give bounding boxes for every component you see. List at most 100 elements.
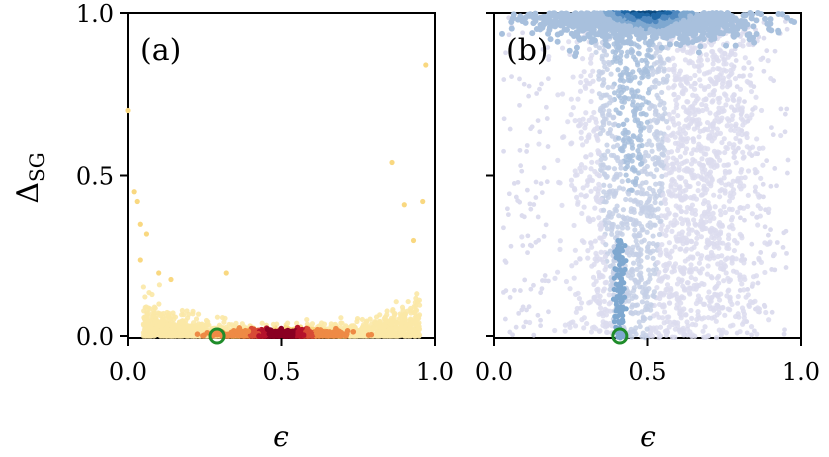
scatter-point [199,321,205,327]
scatter-point [734,209,741,215]
scatter-point [636,51,642,57]
scatter-point [661,309,668,315]
scatter-point [149,291,155,298]
scatter-point [194,331,201,337]
scatter-point [565,119,571,125]
scatter-point [350,328,357,335]
scatter-point [733,269,740,275]
scatter-point [710,125,716,131]
scatter-point [638,264,644,270]
scatter-point [708,274,714,280]
scatter-point [620,207,627,213]
scatter-point [701,334,707,340]
scatter-point [720,75,727,81]
scatter-point [158,311,164,317]
scatter-point [390,306,396,313]
scatter-point [651,173,657,180]
scatter-point [745,192,751,198]
y-tick-label: 0.0 [76,323,114,351]
scatter-point [716,178,722,184]
scatter-point [344,328,351,334]
scatter-point [620,121,626,128]
scatter-point [636,143,643,149]
scatter-point [332,330,339,337]
scatter-point [714,275,720,281]
scatter-point [602,254,609,260]
scatter-point [738,175,744,181]
scatter-point [715,303,721,310]
scatter-point [696,134,702,140]
scatter-point [752,184,759,190]
scatter-point [559,91,566,97]
scatter-point [151,328,158,334]
scatter-point [561,134,567,140]
scatter-point [664,165,670,171]
scatter-point [742,131,748,137]
scatter-point [644,64,650,70]
scatter-point [645,90,652,96]
scatter-point [598,225,604,231]
scatter-point [658,278,664,284]
scatter-point [710,48,716,55]
scatter-point [741,65,747,71]
scatter-point [631,209,637,215]
scatter-point [739,321,746,327]
scatter-point [697,296,704,302]
scatter-point [575,199,581,205]
scatter-point [624,215,630,221]
scatter-point [606,61,613,67]
scatter-point [611,166,618,172]
scatter-point [672,326,678,332]
scatter-point [328,321,334,327]
scatter-point [569,263,575,269]
scatter-point [705,146,711,152]
scatter-point [685,221,692,227]
scatter-point [401,202,407,208]
scatter-point [600,69,606,75]
scatter-point [699,280,705,287]
scatter-point [726,73,732,80]
scatter-point [716,236,722,242]
scatter-point [655,206,661,212]
scatter-point [665,224,671,230]
scatter-point [143,231,150,237]
scatter-point [729,206,735,213]
scatter-point [555,157,561,163]
scatter-point [669,269,675,275]
scatter-point [692,333,698,339]
scatter-point [168,276,174,283]
scatter-point [754,136,760,142]
scatter-point [698,234,704,240]
scatter-point [222,315,228,321]
scatter-point [624,117,630,123]
scatter-point [381,321,388,328]
scatter-point [635,245,642,251]
scatter-point [606,292,612,298]
scatter-point [179,312,185,318]
scatter-point [725,162,732,168]
scatter-point [595,137,601,143]
scatter-point [715,261,721,267]
scatter-point [681,159,688,165]
scatter-point [582,125,588,131]
scatter-point [653,243,659,249]
scatter-point [671,62,678,68]
scatter-point [757,205,764,212]
scatter-point [571,275,577,281]
scatter-point [698,256,704,262]
scatter-point [186,311,192,317]
scatter-point [706,211,712,217]
scatter-point [717,194,723,200]
scatter-point [583,154,589,160]
scatter-point [729,301,735,307]
scatter-point [609,231,615,237]
scatter-point [203,317,210,324]
scatter-point [685,110,691,116]
scatter-point [578,300,585,306]
scatter-point [415,315,421,321]
scatter-point [170,313,177,319]
scatter-point [618,159,624,165]
panel-a-points [125,62,429,339]
scatter-point [691,126,697,132]
